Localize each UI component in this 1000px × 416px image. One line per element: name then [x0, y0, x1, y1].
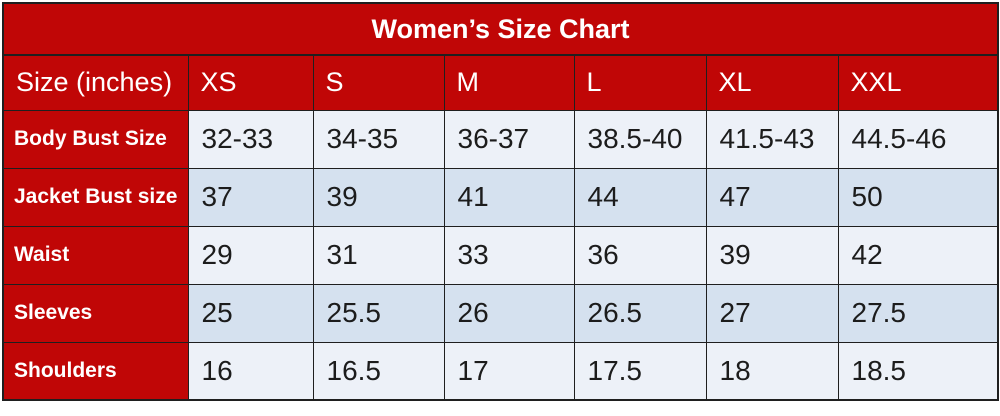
size-value-cell: 47	[705, 167, 839, 227]
measurement-row: Waist 29 31 33 36 39 42	[2, 225, 999, 285]
size-value-cell: 18	[705, 341, 839, 401]
size-value-cell: 39	[705, 225, 839, 285]
row-label: Jacket Bust size	[2, 167, 189, 227]
size-value-cell: 16	[187, 341, 314, 401]
size-value-cell: 26.5	[573, 283, 707, 343]
size-value-cell: 41.5-43	[705, 109, 839, 169]
size-column-header: M	[443, 54, 575, 111]
measurement-row: Body Bust Size 32-33 34-35 36-37 38.5-40 41.5…	[2, 109, 999, 169]
size-value-cell: 50	[837, 167, 999, 227]
row-label: Shoulders	[2, 341, 189, 401]
size-column-header: S	[312, 54, 445, 111]
size-value-cell: 36-37	[443, 109, 575, 169]
row-label: Waist	[2, 225, 189, 285]
size-value-cell: 17	[443, 341, 575, 401]
size-value-cell: 37	[187, 167, 314, 227]
size-value-cell: 38.5-40	[573, 109, 707, 169]
size-column-header: XL	[705, 54, 839, 111]
size-value-cell: 26	[443, 283, 575, 343]
row-label: Body Bust Size	[2, 109, 189, 169]
size-value-cell: 16.5	[312, 341, 445, 401]
size-value-cell: 39	[312, 167, 445, 227]
size-value-cell: 17.5	[573, 341, 707, 401]
size-value-cell: 25.5	[312, 283, 445, 343]
measurement-row: Shoulders 16 16.5 17 17.5 18 18.5	[2, 341, 999, 401]
size-chart-table: Women’s Size Chart Size (inches) XS S M L XL XX…	[2, 2, 999, 401]
size-value-cell: 42	[837, 225, 999, 285]
size-value-cell: 41	[443, 167, 575, 227]
measurement-row: Sleeves 25 25.5 26 26.5 27 27.5	[2, 283, 999, 343]
size-column-header: XXL	[837, 54, 999, 111]
size-column-header: XS	[187, 54, 314, 111]
table-title-row: Women’s Size Chart	[2, 2, 999, 56]
size-chart: Women’s Size Chart Size (inches) XS S M L XL XX…	[2, 2, 999, 401]
size-value-cell: 36	[573, 225, 707, 285]
table-title: Women’s Size Chart	[2, 2, 999, 56]
size-value-cell: 32-33	[187, 109, 314, 169]
size-value-cell: 44	[573, 167, 707, 227]
size-column-header: L	[573, 54, 707, 111]
size-value-cell: 33	[443, 225, 575, 285]
size-value-cell: 31	[312, 225, 445, 285]
size-units-header: Size (inches)	[2, 54, 189, 111]
size-value-cell: 25	[187, 283, 314, 343]
size-value-cell: 34-35	[312, 109, 445, 169]
measurement-row: Jacket Bust size 37 39 41 44 47 50	[2, 167, 999, 227]
size-value-cell: 29	[187, 225, 314, 285]
size-header-row: Size (inches) XS S M L XL XXL	[2, 54, 999, 111]
row-label: Sleeves	[2, 283, 189, 343]
size-value-cell: 27.5	[837, 283, 999, 343]
size-value-cell: 27	[705, 283, 839, 343]
size-value-cell: 18.5	[837, 341, 999, 401]
size-value-cell: 44.5-46	[837, 109, 999, 169]
